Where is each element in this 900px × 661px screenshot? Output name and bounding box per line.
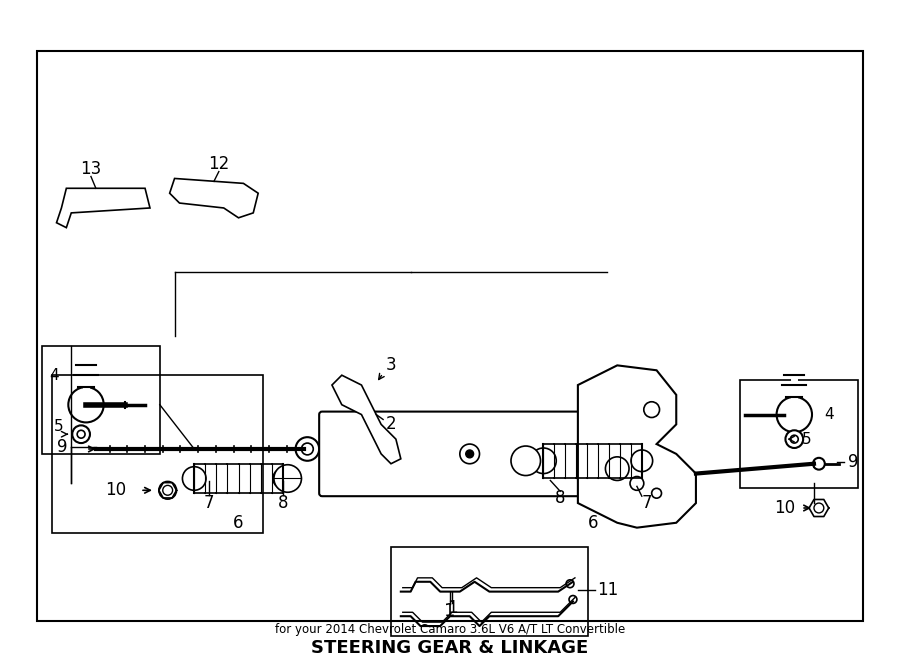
Text: 9: 9 xyxy=(849,453,859,471)
Text: 6: 6 xyxy=(588,514,598,531)
Circle shape xyxy=(813,458,824,469)
Circle shape xyxy=(790,435,798,443)
Circle shape xyxy=(295,437,319,461)
Polygon shape xyxy=(169,178,258,218)
Circle shape xyxy=(644,402,660,418)
Text: 4: 4 xyxy=(49,368,58,383)
Polygon shape xyxy=(57,188,150,227)
Text: 11: 11 xyxy=(598,580,619,599)
Circle shape xyxy=(183,467,206,490)
Circle shape xyxy=(630,477,644,490)
Text: 7: 7 xyxy=(642,494,652,512)
Circle shape xyxy=(77,430,85,438)
Circle shape xyxy=(631,450,652,471)
Text: 7: 7 xyxy=(203,494,214,512)
Text: 8: 8 xyxy=(277,494,288,512)
Circle shape xyxy=(273,469,292,488)
Circle shape xyxy=(652,488,662,498)
Text: 5: 5 xyxy=(54,419,63,434)
Circle shape xyxy=(511,446,541,475)
Circle shape xyxy=(460,444,480,464)
Text: 8: 8 xyxy=(555,489,565,507)
Bar xyxy=(37,51,863,621)
Text: 10: 10 xyxy=(105,481,126,499)
Text: 12: 12 xyxy=(208,155,230,173)
Text: for your 2014 Chevrolet Camaro 3.6L V6 A/T LT Convertible: for your 2014 Chevrolet Camaro 3.6L V6 A… xyxy=(274,623,626,636)
Text: 6: 6 xyxy=(233,514,244,531)
Bar xyxy=(740,380,859,488)
Circle shape xyxy=(302,443,313,455)
Circle shape xyxy=(163,485,173,495)
Circle shape xyxy=(72,426,90,443)
Circle shape xyxy=(566,580,574,588)
Text: 9: 9 xyxy=(58,438,68,456)
Text: 13: 13 xyxy=(80,159,102,178)
Circle shape xyxy=(606,457,629,481)
Polygon shape xyxy=(332,375,400,464)
Circle shape xyxy=(569,596,577,603)
Text: 1: 1 xyxy=(446,600,457,617)
FancyBboxPatch shape xyxy=(320,412,620,496)
Text: 2: 2 xyxy=(386,415,397,434)
Circle shape xyxy=(786,430,803,448)
Circle shape xyxy=(814,503,824,513)
Circle shape xyxy=(68,387,104,422)
Circle shape xyxy=(274,465,302,492)
Circle shape xyxy=(465,450,473,458)
Bar xyxy=(41,346,160,454)
Bar xyxy=(391,547,588,636)
Text: 1: 1 xyxy=(445,602,455,620)
Polygon shape xyxy=(578,366,696,527)
Text: 10: 10 xyxy=(774,499,795,517)
Circle shape xyxy=(158,481,176,499)
Text: 4: 4 xyxy=(824,407,833,422)
Bar xyxy=(51,375,263,533)
Text: STEERING GEAR & LINKAGE: STEERING GEAR & LINKAGE xyxy=(311,639,589,657)
Text: 5: 5 xyxy=(802,432,812,447)
Circle shape xyxy=(531,448,556,473)
Text: 3: 3 xyxy=(386,356,397,374)
Circle shape xyxy=(777,397,812,432)
